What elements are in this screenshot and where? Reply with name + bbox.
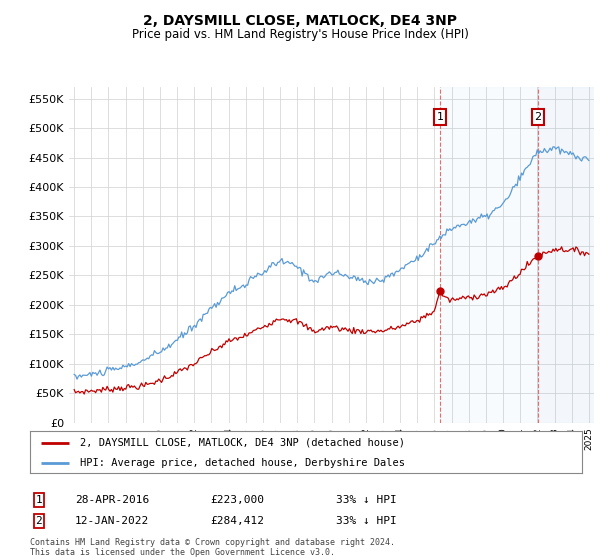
Text: 28-APR-2016: 28-APR-2016 — [75, 494, 149, 505]
Text: 2: 2 — [535, 112, 542, 122]
Text: Price paid vs. HM Land Registry's House Price Index (HPI): Price paid vs. HM Land Registry's House … — [131, 28, 469, 41]
Text: £284,412: £284,412 — [210, 516, 264, 526]
Bar — [538, 87, 598, 423]
Bar — [440, 87, 538, 423]
Text: 2, DAYSMILL CLOSE, MATLOCK, DE4 3NP (detached house): 2, DAYSMILL CLOSE, MATLOCK, DE4 3NP (det… — [80, 437, 404, 447]
Text: Contains HM Land Registry data © Crown copyright and database right 2024.
This d: Contains HM Land Registry data © Crown c… — [30, 538, 395, 557]
Text: £223,000: £223,000 — [210, 494, 264, 505]
Text: 1: 1 — [35, 494, 43, 505]
Text: 33% ↓ HPI: 33% ↓ HPI — [336, 516, 397, 526]
Text: 33% ↓ HPI: 33% ↓ HPI — [336, 494, 397, 505]
Text: HPI: Average price, detached house, Derbyshire Dales: HPI: Average price, detached house, Derb… — [80, 458, 404, 468]
Text: 2, DAYSMILL CLOSE, MATLOCK, DE4 3NP: 2, DAYSMILL CLOSE, MATLOCK, DE4 3NP — [143, 14, 457, 28]
Text: 2: 2 — [35, 516, 43, 526]
Text: 12-JAN-2022: 12-JAN-2022 — [75, 516, 149, 526]
Text: 1: 1 — [436, 112, 443, 122]
